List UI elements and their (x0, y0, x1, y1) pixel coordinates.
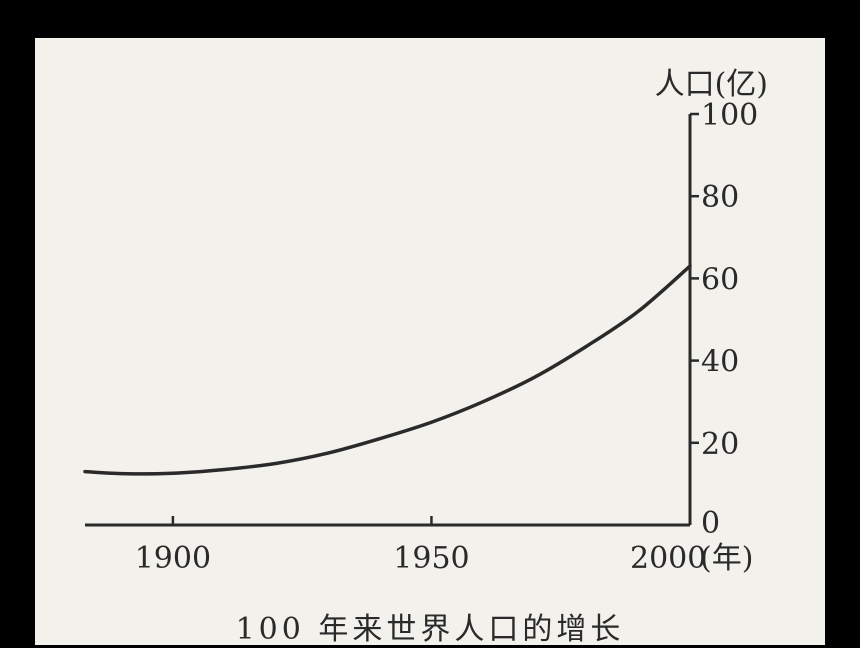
figure-panel (35, 38, 825, 645)
x-tick-label-1950: 1950 (393, 541, 469, 576)
x-axis-label: (年) (700, 541, 753, 576)
y-tick-label-80: 80 (701, 180, 739, 215)
chart-marks (83, 264, 692, 476)
chart-axes (85, 112, 699, 527)
y-tick-label-60: 60 (701, 262, 739, 297)
y-tick-label-20: 20 (701, 427, 739, 462)
x-tick-label-2000: 2000 (630, 541, 706, 576)
y-tick-label-0: 0 (701, 506, 720, 541)
x-tick-label-1900: 1900 (135, 541, 211, 576)
y-tick-label-100: 100 (701, 98, 758, 133)
population-curve (83, 264, 692, 476)
y-axis-label: 人口(亿) (655, 67, 768, 102)
chart-title: 100 年来世界人口的增长 (235, 612, 625, 647)
y-tick-label-40: 40 (701, 345, 739, 380)
chart-labels: 0 20 40 60 80 100 1900 1950 2000(年) 人口(亿) (135, 67, 768, 576)
